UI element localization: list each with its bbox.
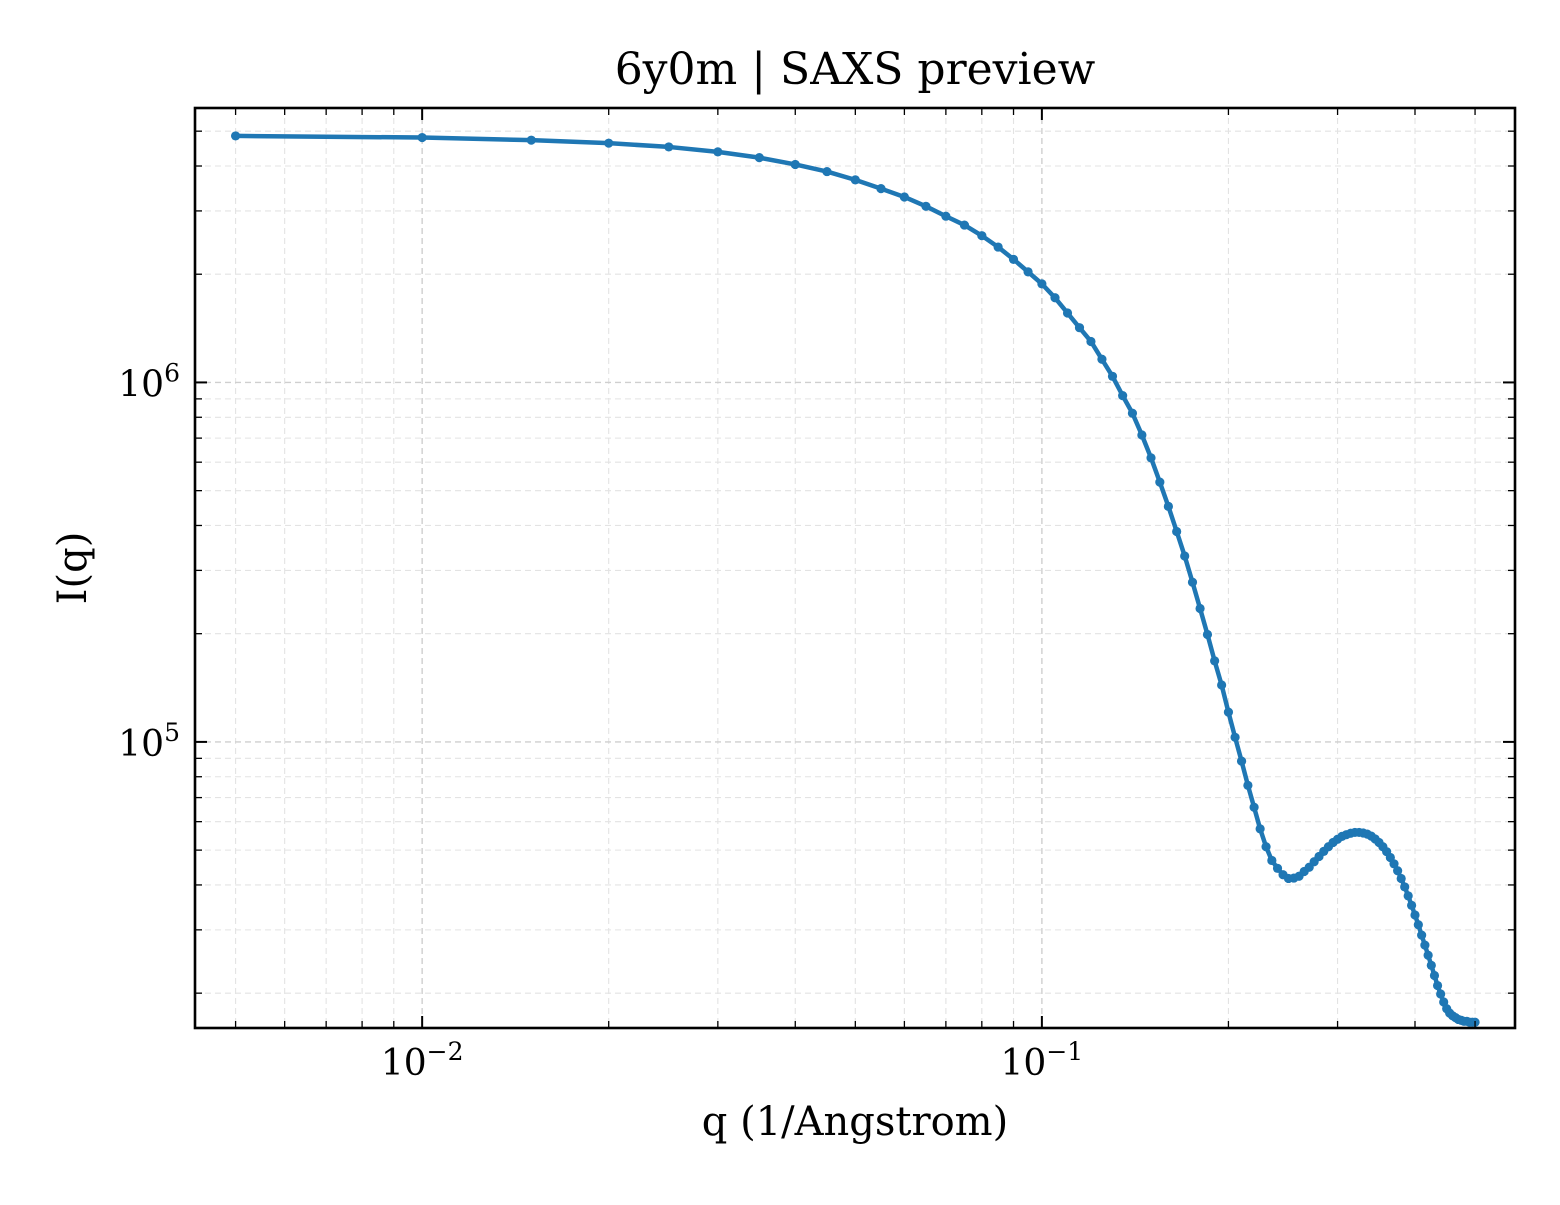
data-point xyxy=(1267,855,1277,866)
data-point xyxy=(899,192,909,202)
data-point xyxy=(876,184,886,194)
data-point xyxy=(1272,863,1283,873)
data-point xyxy=(417,132,427,143)
data-point xyxy=(1223,707,1234,717)
data-point xyxy=(1230,732,1240,742)
data-point xyxy=(1037,279,1047,289)
data-point xyxy=(1074,323,1085,333)
data-point xyxy=(604,138,614,148)
data-point xyxy=(1202,629,1213,640)
series-layer xyxy=(230,131,1480,1027)
data-point xyxy=(1417,930,1427,940)
data-point xyxy=(1146,453,1156,463)
x-axis-label: q (1/Angstrom) xyxy=(702,1099,1008,1145)
data-point xyxy=(1420,940,1430,950)
data-point xyxy=(1062,308,1073,318)
data-point xyxy=(1008,254,1019,264)
data-point xyxy=(1118,391,1128,401)
data-point xyxy=(921,201,931,211)
data-point xyxy=(993,242,1003,252)
data-point xyxy=(1187,577,1198,587)
data-point xyxy=(1163,501,1173,511)
tick-label-layer: 10−2 10−1 105 106 xyxy=(118,358,1083,1084)
data-point xyxy=(1180,551,1190,561)
data-point xyxy=(1389,859,1399,869)
y-axis-label: I(q) xyxy=(50,532,96,605)
data-point xyxy=(1432,980,1443,991)
data-point xyxy=(1172,526,1182,537)
grid-layer xyxy=(195,108,1515,1028)
data-point xyxy=(1195,603,1205,614)
data-point xyxy=(1217,680,1227,690)
y-tick-label: 105 xyxy=(118,718,180,765)
data-point xyxy=(1436,989,1446,999)
data-point xyxy=(1127,408,1138,418)
data-point xyxy=(1086,336,1096,347)
data-point xyxy=(1396,873,1406,884)
data-point xyxy=(1243,780,1253,790)
data-point xyxy=(822,166,832,177)
data-point xyxy=(1249,802,1259,812)
x-tick-label: 10−1 xyxy=(1001,1037,1084,1084)
data-point xyxy=(713,147,723,157)
data-point xyxy=(1137,430,1147,440)
data-point xyxy=(1050,293,1060,303)
data-point xyxy=(1155,477,1165,487)
data-point xyxy=(1097,354,1107,364)
data-point xyxy=(1261,842,1271,852)
chart-title: 6y0m | SAXS preview xyxy=(615,44,1096,95)
data-point xyxy=(1423,950,1433,960)
data-point xyxy=(1400,882,1410,892)
tick-layer xyxy=(195,108,1515,1028)
data-point xyxy=(790,159,800,170)
data-point xyxy=(1429,970,1440,981)
data-point xyxy=(1413,920,1423,930)
x-tick-label: 10−2 xyxy=(381,1037,464,1084)
data-point xyxy=(1107,371,1118,381)
data-point xyxy=(941,211,951,221)
data-point xyxy=(230,131,241,141)
data-point xyxy=(1023,267,1033,277)
data-point xyxy=(664,142,674,152)
y-tick-label: 106 xyxy=(118,358,180,405)
data-point xyxy=(754,153,764,163)
data-point xyxy=(959,220,970,230)
data-point xyxy=(1210,656,1220,666)
data-point xyxy=(1255,824,1265,834)
data-point xyxy=(977,231,987,241)
data-point xyxy=(1236,756,1247,766)
data-point xyxy=(1426,960,1436,970)
data-point xyxy=(1407,900,1417,910)
data-point xyxy=(1410,910,1420,920)
data-point xyxy=(850,175,860,185)
data-point xyxy=(526,135,536,145)
data-point xyxy=(1403,891,1413,901)
data-point xyxy=(1393,866,1403,876)
